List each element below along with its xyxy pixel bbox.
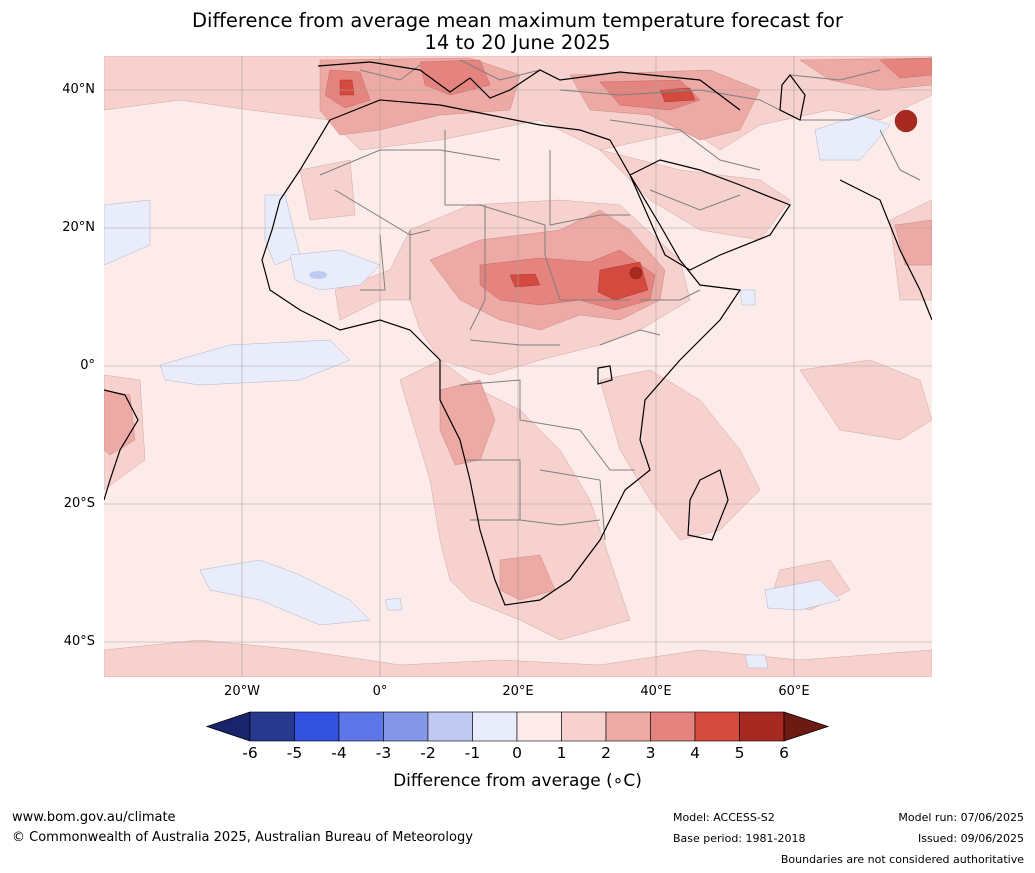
colorbar-tick-label: 0 <box>512 744 522 762</box>
colorbar-swatch <box>383 711 429 742</box>
map-area <box>104 56 932 677</box>
colorbar-tick-label: -4 <box>331 744 347 762</box>
lat-label-40s: 40°S <box>63 634 95 649</box>
colorbar-swatch <box>472 711 518 742</box>
colorbar-tick-label: -3 <box>375 744 392 762</box>
lat-label-20s: 20°S <box>63 496 95 511</box>
colorbar-tick-label: 5 <box>734 744 745 762</box>
colorbar-tick-label: 6 <box>779 744 789 762</box>
colorbar-tick-label: 4 <box>690 744 700 762</box>
colorbar-swatch <box>650 711 696 742</box>
colorbar <box>205 711 830 742</box>
lon-label-60e: 60°E <box>778 684 810 699</box>
colorbar-swatch <box>338 711 384 742</box>
colorbar-swatch <box>694 711 740 742</box>
colorbar-swatch <box>427 711 473 742</box>
lat-label-40n: 40°N <box>62 82 95 97</box>
lat-label-20n: 20°N <box>62 220 95 235</box>
footer-url[interactable]: www.bom.gov.au/climate <box>12 810 176 825</box>
colorbar-tick-label: -6 <box>242 744 258 762</box>
colorbar-tick-label: 1 <box>556 744 567 762</box>
colorbar-tick-label: 2 <box>601 744 611 762</box>
anomaly-5-6-layer <box>629 109 918 280</box>
coastlines <box>104 61 932 606</box>
footer-model-run: Model run: 07/06/2025 <box>898 811 1024 824</box>
footer-disclaimer: Boundaries are not considered authoritat… <box>780 853 1024 866</box>
colorbar-over-arrow <box>783 711 830 742</box>
colorbar-swatch <box>605 711 651 742</box>
lon-label-0: 0° <box>372 684 388 699</box>
lat-label-0: 0° <box>80 358 95 373</box>
anomaly-minus2-layer <box>309 271 327 279</box>
colorbar-swatch <box>249 711 295 742</box>
colorbar-tick-label: -1 <box>464 744 481 762</box>
lon-label-20w: 20°W <box>224 684 260 699</box>
footer-base-period: Base period: 1981-2018 <box>673 832 806 845</box>
footer-model: Model: ACCESS-S2 <box>673 811 775 824</box>
colorbar-swatch <box>561 711 607 742</box>
colorbar-swatch <box>739 711 785 742</box>
anomaly-negative-layer <box>104 114 891 669</box>
chart-title: Difference from average mean maximum tem… <box>0 10 1035 54</box>
footer-issued: Issued: 09/06/2025 <box>917 832 1024 845</box>
colorbar-swatch <box>294 711 340 742</box>
lon-label-20e: 20°E <box>502 684 534 699</box>
colorbar-tick-label: -5 <box>286 744 303 762</box>
colorbar-tick-label: 3 <box>645 744 656 762</box>
colorbar-under-arrow <box>205 711 251 742</box>
footer-copyright: © Commonwealth of Australia 2025, Austra… <box>12 830 473 845</box>
title-line-2: 14 to 20 June 2025 <box>424 31 611 54</box>
colorbar-tick-label: -2 <box>420 744 436 762</box>
lon-label-40e: 40°E <box>640 684 672 699</box>
colorbar-title: Difference from average (∘C) <box>393 771 642 791</box>
graticule <box>104 56 932 677</box>
colorbar-swatch <box>516 711 562 742</box>
title-line-1: Difference from average mean maximum tem… <box>192 9 843 32</box>
